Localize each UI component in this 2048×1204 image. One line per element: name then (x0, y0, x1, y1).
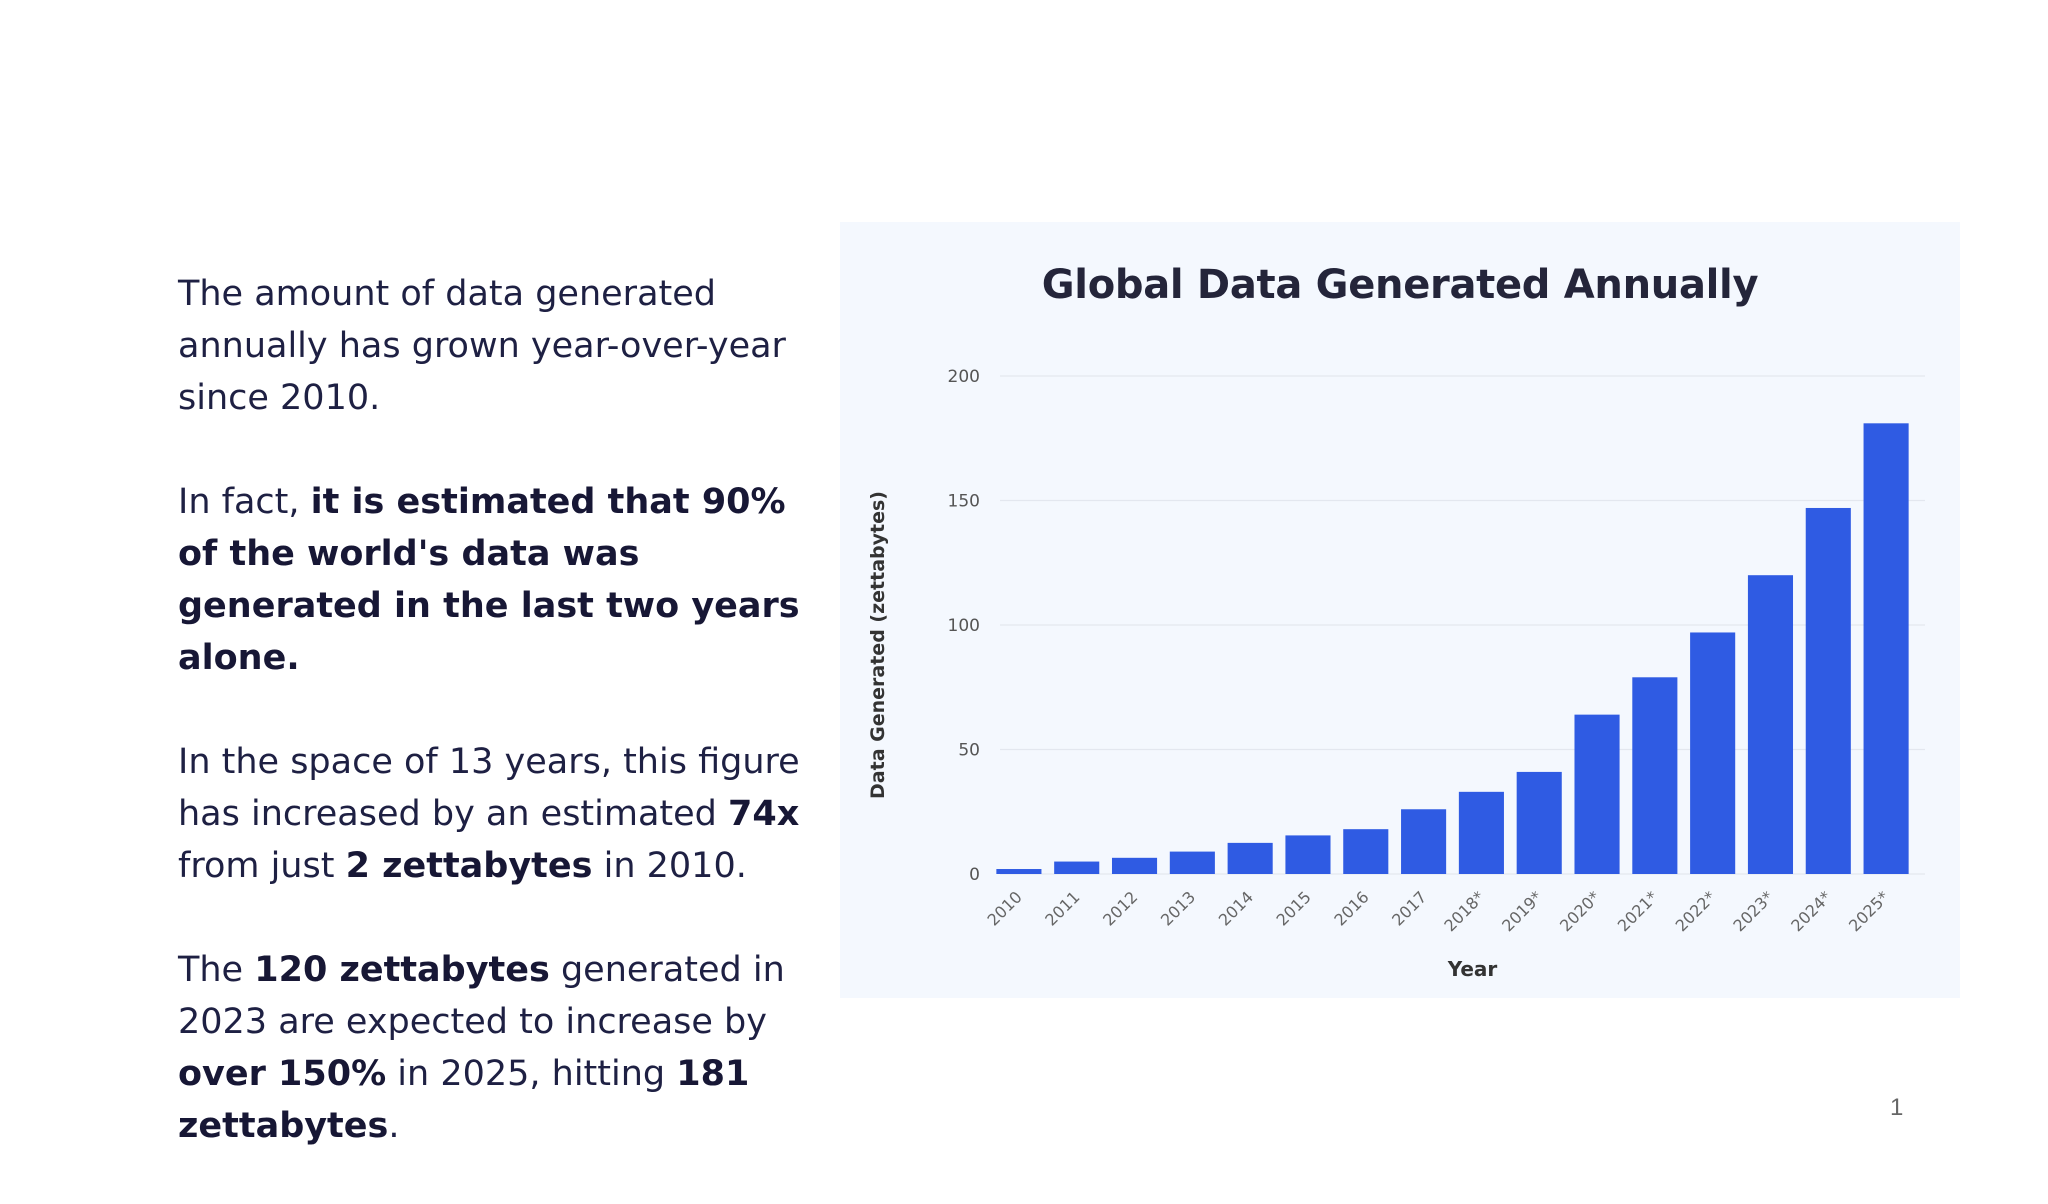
bar (1690, 632, 1736, 874)
page-number: 1 (1890, 1094, 1904, 1121)
x-tick-label: 2016 (1330, 887, 1372, 929)
bar (1285, 835, 1331, 874)
bar (1458, 791, 1504, 874)
x-tick-label: 2025* (1845, 887, 1893, 935)
paragraph-increase: In the space of 13 years, this figure ha… (178, 742, 800, 886)
x-axis-label: Year (1447, 957, 1498, 981)
bar (1747, 575, 1794, 874)
x-tick-label: 2013 (1157, 887, 1199, 929)
bar (1054, 861, 1100, 874)
x-tick-label: 2010 (984, 887, 1026, 929)
x-tick-label: 2020* (1556, 887, 1604, 935)
chart-panel: Global Data Generated Annually 0 50 100 150… (840, 222, 1960, 998)
description-text: The amount of data generated annually ha… (178, 268, 818, 1204)
x-tick-label: 2023* (1729, 887, 1777, 935)
x-tick-label: 2015 (1273, 887, 1315, 929)
bar (1805, 507, 1851, 874)
x-tick-label: 2022* (1672, 887, 1720, 935)
bar (1632, 677, 1678, 874)
y-tick-label: 0 (969, 865, 980, 885)
x-tick-label: 2024* (1787, 887, 1835, 935)
bar-chart: 0 50 100 150 200 2010 2011 2012 2013 2014 2015 2016… (867, 367, 1925, 981)
paragraph-forecast: The 120 zettabytes generated in 2023 are… (178, 950, 785, 1146)
bar (1574, 714, 1620, 874)
x-tick-label: 2021* (1614, 887, 1662, 935)
bar (1863, 423, 1909, 874)
bar (996, 869, 1042, 874)
y-axis-label: Data Generated (zettabytes) (867, 491, 889, 799)
bar (1401, 809, 1447, 874)
x-tick-label: 2014 (1215, 887, 1257, 929)
x-tick-label: 2011 (1041, 887, 1083, 929)
bar (1169, 851, 1215, 874)
bar (1111, 857, 1158, 874)
bar (1343, 829, 1389, 874)
paragraph-ninety-percent: In fact, it is estimated that 90% of the… (178, 482, 800, 678)
x-tick-label: 2018* (1440, 887, 1488, 935)
bar (1227, 842, 1273, 874)
y-tick-label: 50 (958, 741, 980, 761)
y-tick-label: 100 (948, 616, 980, 636)
chart-title: Global Data Generated Annually (1041, 262, 1759, 308)
paragraph-growth: The amount of data generated annually ha… (178, 274, 786, 418)
x-tick-label: 2017 (1388, 887, 1430, 929)
bar (1516, 771, 1562, 874)
y-tick-label: 200 (948, 367, 980, 387)
x-tick-label: 2012 (1099, 887, 1141, 929)
y-tick-label: 150 (948, 492, 980, 512)
x-tick-label: 2019* (1498, 887, 1546, 935)
